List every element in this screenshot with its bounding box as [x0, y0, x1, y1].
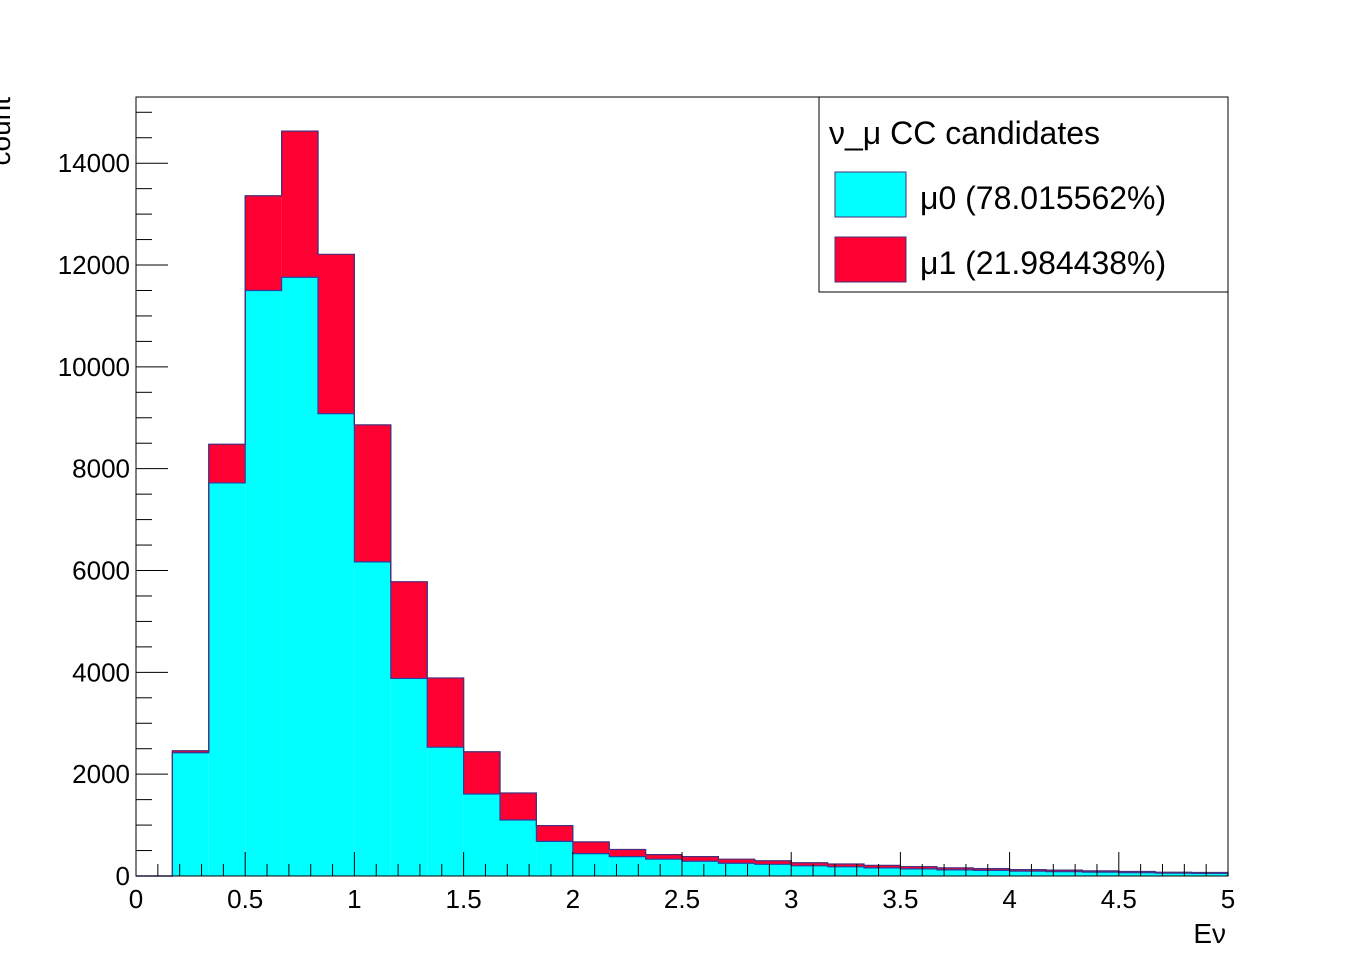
bar-mu0: [208, 482, 246, 876]
bar-mu1: [1009, 869, 1046, 872]
y-tick-label: 2000: [72, 759, 130, 789]
y-tick-label: 12000: [58, 250, 130, 280]
bar-mu1: [827, 864, 864, 867]
y-tick-label: 10000: [58, 352, 130, 382]
bar-mu0: [827, 866, 864, 876]
x-tick-label: 2.5: [664, 884, 700, 914]
x-tick-label: 1: [347, 884, 361, 914]
x-tick-label: 3: [784, 884, 798, 914]
bar-mu1: [718, 859, 755, 864]
bar-mu1: [463, 751, 500, 795]
bar-mu0: [281, 277, 318, 876]
bar-mu1: [172, 750, 209, 753]
tick-labels: 0 0.5 1 1.5 2 2.5 3 3.5 4 4.5 5 0 2000 4000 6000 8000 10…: [58, 148, 1236, 914]
bar-mu1: [609, 849, 646, 857]
bar-mu0: [390, 678, 428, 876]
bar-mu1: [1082, 870, 1119, 873]
bar-mu1: [354, 424, 391, 562]
histogram-bars: [136, 130, 1229, 877]
bar-mu0: [973, 870, 1010, 876]
bar-mu1: [318, 254, 355, 414]
y-tick-label: 0: [116, 861, 130, 891]
bar-mu1: [973, 868, 1010, 871]
bar-mu0: [500, 819, 537, 876]
legend-label-mu0: μ0 (78.015562%): [920, 180, 1166, 216]
bar-mu1: [281, 131, 318, 278]
y-tick-label: 8000: [72, 454, 130, 484]
x-tick-label: 3.5: [882, 884, 918, 914]
bar-mu1: [572, 841, 610, 854]
bar-mu1: [390, 581, 428, 679]
x-tick-label: 0.5: [227, 884, 263, 914]
bar-mu0: [536, 841, 573, 876]
x-tick-label: 5: [1221, 884, 1235, 914]
bar-mu1: [245, 195, 282, 291]
bar-mu0: [172, 752, 209, 876]
x-tick-label: 2: [566, 884, 580, 914]
bar-mu0: [1009, 871, 1046, 876]
y-tick-label: 6000: [72, 556, 130, 586]
bar-mu0: [718, 863, 755, 876]
bar-mu0: [354, 561, 391, 876]
bar-mu0: [1046, 871, 1083, 876]
legend-title: ν_μ CC candidates: [829, 115, 1100, 151]
x-tick-label: 1.5: [446, 884, 482, 914]
bar-mu1: [1046, 870, 1083, 872]
bar-mu0: [1155, 873, 1192, 876]
y-tick-label: 4000: [72, 657, 130, 687]
bar-mu0: [791, 865, 828, 876]
x-tick-label: 4: [1002, 884, 1016, 914]
bar-mu1: [682, 856, 719, 862]
bar-mu1: [536, 825, 573, 842]
legend: ν_μ CC candidates μ0 (78.015562%) μ1 (21…: [818, 96, 1229, 293]
bar-mu0: [900, 868, 937, 876]
bar-mu0: [245, 290, 282, 876]
y-axis-title: count: [0, 97, 16, 166]
bar-mu0: [427, 747, 464, 876]
bar-mu1: [900, 866, 937, 869]
legend-swatch-mu0: [834, 171, 907, 218]
x-tick-label: 0: [129, 884, 143, 914]
bar-mu1: [208, 444, 246, 483]
bar-mu1: [864, 865, 901, 868]
bar-mu0: [864, 867, 901, 876]
legend-label-mu1: μ1 (21.984438%): [920, 245, 1166, 281]
bar-mu0: [609, 856, 646, 876]
bar-mu0: [936, 869, 974, 876]
bar-mu1: [645, 854, 682, 860]
bar-mu0: [645, 859, 682, 876]
bar-mu1: [427, 677, 464, 748]
bar-mu0: [572, 853, 610, 876]
bar-mu1: [754, 860, 792, 865]
legend-swatch-mu1: [834, 236, 907, 283]
x-axis-title: Eν: [1193, 918, 1226, 949]
bar-mu1: [1118, 871, 1156, 873]
bar-mu0: [318, 413, 355, 876]
bar-mu1: [500, 793, 537, 820]
bar-mu0: [754, 864, 792, 876]
bar-mu0: [463, 794, 500, 876]
bar-mu0: [1082, 872, 1119, 876]
bar-mu0: [682, 861, 719, 876]
bar-mu1: [791, 862, 828, 866]
axis-ticks: [135, 111, 1229, 877]
y-tick-label: 14000: [58, 148, 130, 178]
bar-mu0: [1118, 872, 1156, 876]
bar-mu1: [936, 867, 974, 870]
bar-mu0: [1191, 873, 1228, 876]
x-tick-label: 4.5: [1101, 884, 1137, 914]
